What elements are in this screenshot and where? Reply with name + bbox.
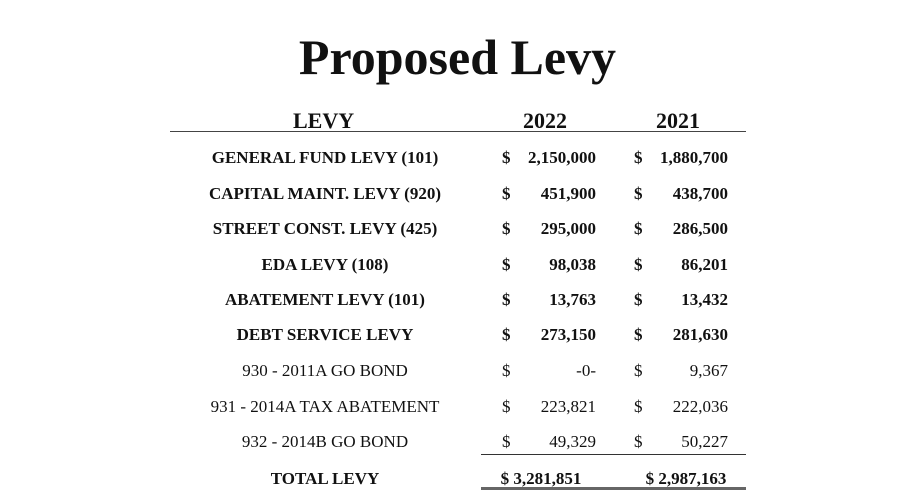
currency-symbol: $ xyxy=(502,290,511,309)
table-row: 932 - 2014B GO BOND $ 49,329 $ 50,227 xyxy=(0,432,915,456)
value-2022: 13,763 xyxy=(549,290,596,309)
value-2022: 223,821 xyxy=(540,397,596,416)
row-label: GENERAL FUND LEVY (101) xyxy=(211,148,439,167)
value-2021: 13,432 xyxy=(681,290,728,309)
value-2021: 286,500 xyxy=(672,219,728,238)
value-2022: 49,329 xyxy=(549,432,596,451)
currency-symbol: $ xyxy=(634,148,643,167)
row-label: CAPITAL MAINT. LEVY (920) xyxy=(208,184,442,203)
currency-symbol: $ xyxy=(634,219,643,238)
currency-symbol: $ xyxy=(502,361,511,380)
currency-symbol: $ xyxy=(502,148,511,167)
table-row: STREET CONST. LEVY (425) $ 295,000 $ 286… xyxy=(0,219,915,243)
currency-symbol: $ xyxy=(502,397,511,416)
currency-symbol: $ xyxy=(502,219,511,238)
value-2022: 451,900 xyxy=(540,184,596,203)
value-2021: 1,880,700 xyxy=(660,148,728,167)
header-levy: LEVY xyxy=(293,108,355,133)
value-2021: 281,630 xyxy=(672,325,728,344)
total-2022: $ 3,281,851 xyxy=(500,469,582,488)
total-label: TOTAL LEVY xyxy=(270,469,380,488)
currency-symbol: $ xyxy=(634,184,643,203)
row-label: 931 - 2014A TAX ABATEMENT xyxy=(210,397,440,416)
table-row: 931 - 2014A TAX ABATEMENT $ 223,821 $ 22… xyxy=(0,397,915,421)
row-label: STREET CONST. LEVY (425) xyxy=(212,219,438,238)
value-2021: 9,367 xyxy=(689,361,728,380)
value-2021: 50,227 xyxy=(681,432,728,451)
row-label: 930 - 2011A GO BOND xyxy=(242,361,408,380)
table-row: GENERAL FUND LEVY (101) $ 2,150,000 $ 1,… xyxy=(0,148,915,172)
row-label: DEBT SERVICE LEVY xyxy=(236,325,414,344)
subtotal-underline xyxy=(481,454,746,455)
row-label: 932 - 2014B GO BOND xyxy=(241,432,409,451)
currency-symbol: $ xyxy=(634,432,643,451)
table-row: DEBT SERVICE LEVY $ 273,150 $ 281,630 xyxy=(0,325,915,349)
total-double-underline xyxy=(481,487,746,490)
currency-symbol: $ xyxy=(502,432,511,451)
currency-symbol: $ xyxy=(634,325,643,344)
total-2021: $ 2,987,163 xyxy=(645,469,727,488)
value-2022: -0- xyxy=(576,361,596,380)
table-row: 930 - 2011A GO BOND $ -0- $ 9,367 xyxy=(0,361,915,385)
page-title: Proposed Levy xyxy=(298,29,617,85)
value-2021: 438,700 xyxy=(672,184,728,203)
value-2022: 98,038 xyxy=(549,255,596,274)
table-row: CAPITAL MAINT. LEVY (920) $ 451,900 $ 43… xyxy=(0,184,915,208)
total-row: TOTAL LEVY $ 3,281,851 $ 2,987,163 xyxy=(0,469,915,493)
currency-symbol: $ xyxy=(634,255,643,274)
value-2022: 2,150,000 xyxy=(528,148,596,167)
header-2022: 2022 xyxy=(523,108,567,133)
value-2021: 86,201 xyxy=(681,255,728,274)
currency-symbol: $ xyxy=(502,325,511,344)
value-2022: 295,000 xyxy=(540,219,596,238)
header-divider xyxy=(170,131,746,132)
value-2021: 222,036 xyxy=(672,397,728,416)
value-2022: 273,150 xyxy=(540,325,596,344)
currency-symbol: $ xyxy=(502,255,511,274)
currency-symbol: $ xyxy=(634,361,643,380)
row-label: ABATEMENT LEVY (101) xyxy=(225,290,425,309)
table-row: ABATEMENT LEVY (101) $ 13,763 $ 13,432 xyxy=(0,290,915,314)
row-label: EDA LEVY (108) xyxy=(261,255,389,274)
currency-symbol: $ xyxy=(634,397,643,416)
table-row: EDA LEVY (108) $ 98,038 $ 86,201 xyxy=(0,255,915,279)
header-2021: 2021 xyxy=(656,108,700,133)
currency-symbol: $ xyxy=(634,290,643,309)
currency-symbol: $ xyxy=(502,184,511,203)
